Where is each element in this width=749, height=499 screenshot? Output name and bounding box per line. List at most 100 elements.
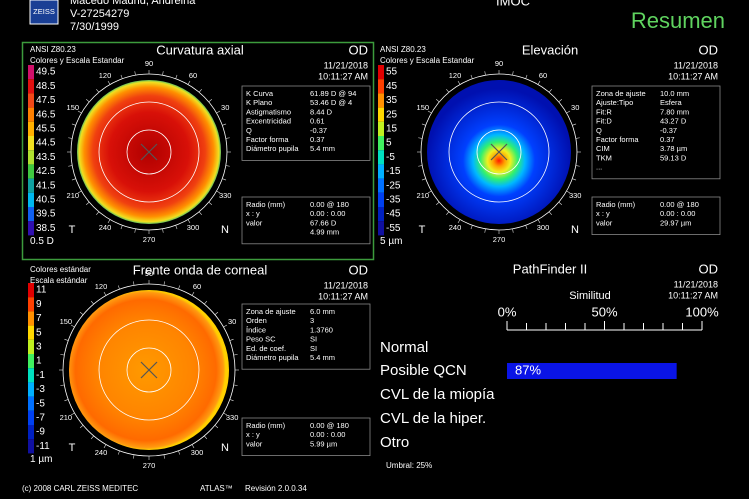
degree-tick — [64, 338, 69, 341]
degree-tick — [208, 99, 213, 103]
scale-swatch — [28, 93, 34, 108]
degree-tick — [572, 123, 577, 126]
info-label: Excentricidad — [246, 117, 291, 126]
degree-tick — [71, 123, 76, 126]
scale-label: -7 — [36, 413, 45, 424]
temporal-label: T — [69, 442, 76, 454]
product: ATLAS™ — [200, 484, 233, 493]
cursor-label: Radio (mm) — [246, 200, 286, 209]
angle-label: 90 — [145, 59, 153, 68]
angle-label: 300 — [191, 448, 204, 457]
degree-tick — [79, 425, 84, 429]
degree-tick — [548, 211, 552, 216]
scale-swatch — [28, 339, 34, 354]
degree-tick — [484, 228, 486, 233]
scale-swatch — [28, 150, 34, 165]
degree-tick — [435, 201, 440, 205]
angle-label: 60 — [189, 71, 197, 80]
degree-tick — [96, 211, 100, 216]
panel-title: Elevación — [522, 42, 578, 57]
scale-swatch — [378, 192, 384, 207]
info-label: K Curva — [246, 89, 274, 98]
cursor-label: x : y — [246, 430, 260, 439]
angle-label: 90 — [145, 269, 153, 278]
nasal-label: N — [221, 442, 229, 454]
scale-label: -11 — [36, 441, 50, 452]
degree-tick — [107, 219, 111, 224]
degree-tick — [525, 74, 528, 79]
degree-tick — [85, 201, 90, 205]
cursor-value: 0.00 : 0.00 — [310, 430, 345, 439]
degree-tick — [233, 384, 238, 386]
cursor-label: x : y — [596, 209, 610, 218]
degree-tick — [216, 190, 221, 194]
scale-swatch — [28, 79, 34, 94]
scale-label: 1 — [36, 356, 42, 367]
scale-label: 39.5 — [36, 209, 56, 220]
time: 10:11:27 AM — [668, 71, 718, 81]
degree-tick — [120, 74, 123, 79]
scale-label: -25 — [386, 180, 401, 191]
info-label: Peso SC — [246, 335, 276, 344]
angle-label: 60 — [193, 282, 201, 291]
angle-label: 120 — [449, 71, 462, 80]
scale-label: -55 — [386, 223, 401, 234]
info-label: Astigmatismo — [246, 107, 291, 116]
degree-tick — [457, 80, 461, 85]
standard: ANSI Z80.23 — [380, 45, 426, 54]
scale-swatch — [378, 121, 384, 136]
scale-label: -5 — [386, 152, 395, 163]
degree-tick — [198, 88, 202, 93]
degree-tick — [68, 137, 73, 139]
scale-label: 45 — [386, 81, 398, 92]
scale-label: 38.5 — [36, 223, 56, 234]
similarity-bar — [507, 363, 677, 379]
degree-tick — [187, 219, 191, 224]
scale-swatch — [28, 178, 34, 193]
scale-swatch — [28, 410, 34, 425]
tick-label: 50% — [591, 304, 617, 319]
info-value: SI — [310, 344, 317, 353]
degree-tick — [178, 285, 181, 290]
date: 11/21/2018 — [674, 60, 718, 70]
map-ring — [126, 347, 172, 393]
degree-tick — [512, 228, 514, 233]
cursor-value: 67.66 D — [310, 218, 337, 227]
info-label: Índice — [246, 325, 266, 334]
info-label: Q — [596, 126, 602, 135]
view-title: Resumen — [631, 8, 725, 33]
scale-label: 5 — [36, 327, 42, 338]
degree-tick — [537, 80, 541, 85]
scale-swatch — [378, 136, 384, 151]
cursor-label: valor — [596, 218, 613, 227]
angle-label: 120 — [95, 282, 108, 291]
map-ring — [448, 101, 550, 203]
time: 10:11:27 AM — [318, 71, 368, 81]
category-label: Otro — [380, 434, 409, 451]
info-label: Orden — [246, 316, 267, 325]
scale-step: 5 µm — [380, 236, 402, 247]
degree-tick — [85, 99, 90, 103]
angle-label: 330 — [226, 413, 239, 422]
degree-tick — [223, 412, 228, 416]
info-label: Factor forma — [596, 135, 639, 144]
bar-label: 87% — [515, 362, 541, 377]
scale-swatch — [378, 107, 384, 122]
eye: OD — [699, 261, 719, 276]
degree-tick — [162, 228, 164, 233]
info-label: Fit:R — [596, 107, 612, 116]
degree-tick — [133, 454, 135, 459]
angle-label: 210 — [417, 191, 430, 200]
degree-tick — [70, 324, 75, 328]
degree-tick — [229, 338, 234, 341]
degree-tick — [525, 225, 528, 230]
degree-tick — [198, 211, 202, 216]
degree-tick — [68, 165, 73, 167]
crosshair — [490, 143, 508, 161]
info-label: Ajuste:Tipo — [596, 98, 633, 107]
scale-label: 43.5 — [36, 152, 56, 163]
info-label: Zona de ajuste — [246, 307, 296, 316]
scale-swatch — [28, 136, 34, 151]
info-label: K Plano — [246, 98, 272, 107]
